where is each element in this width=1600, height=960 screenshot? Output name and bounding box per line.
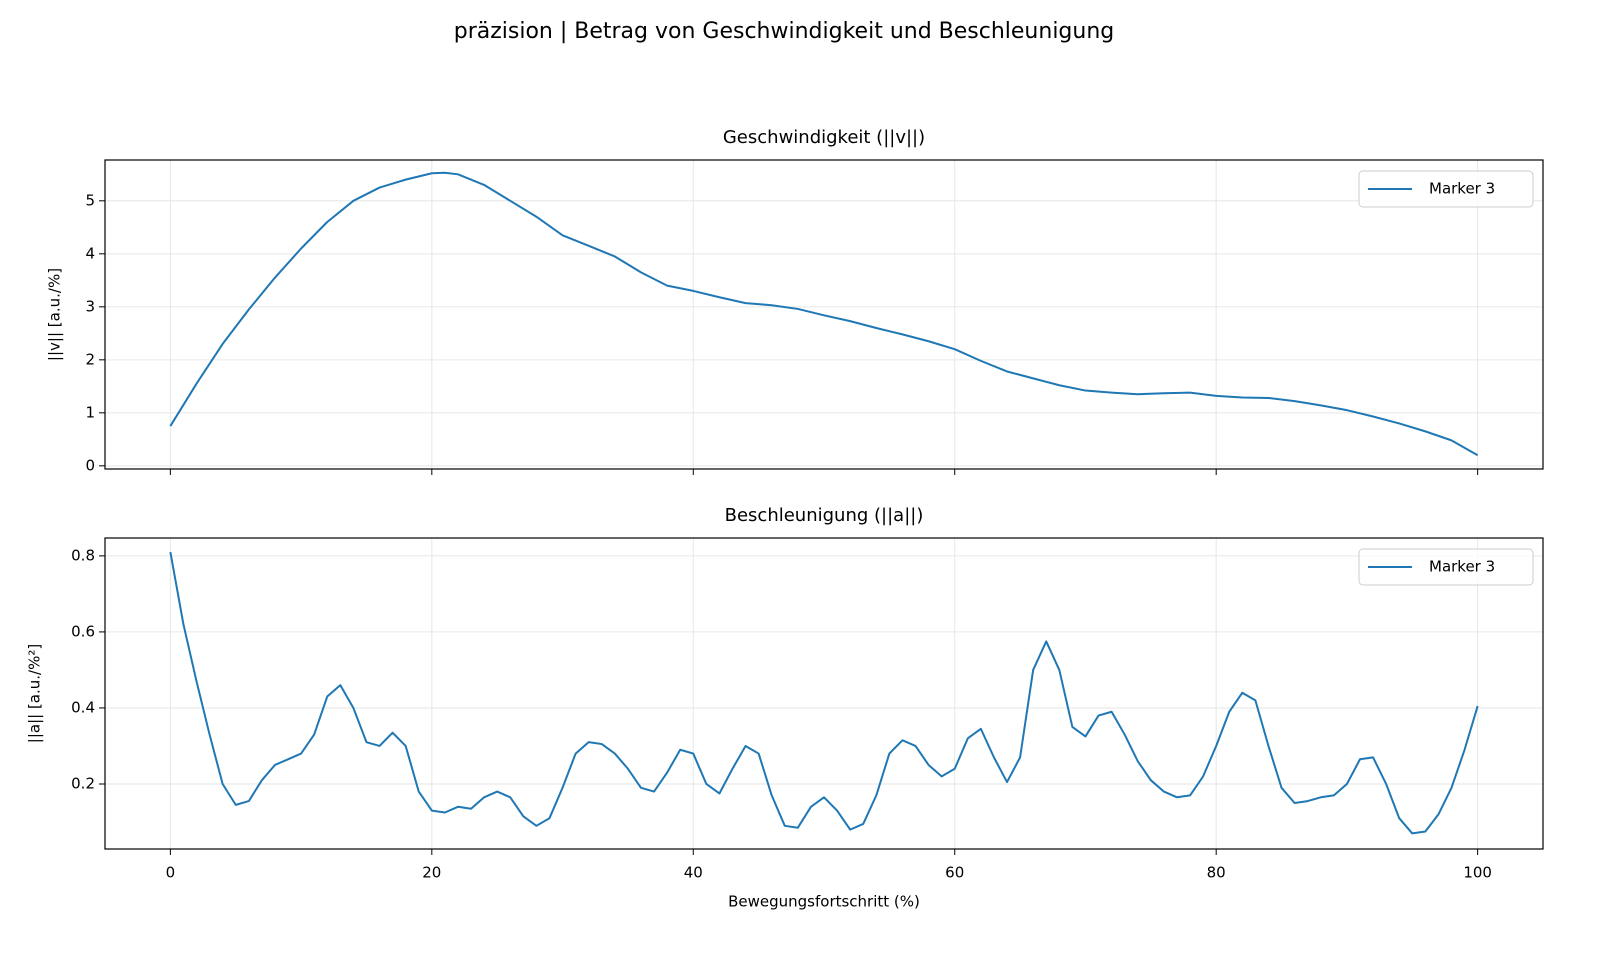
x-tick-label: 100 <box>1463 864 1492 882</box>
data-line <box>169 171 1479 457</box>
subplot-title: Geschwindigkeit (||v||) <box>723 127 925 148</box>
y-tick-label: 1 <box>85 403 95 421</box>
subplot-title: Beschleunigung (||a||) <box>725 505 924 526</box>
y-tick-label: 0.8 <box>71 546 95 564</box>
y-tick-label: 4 <box>85 244 95 262</box>
y-tick-label: 0.4 <box>71 698 95 716</box>
y-axis-label: ||a|| [a.u./%²] <box>26 644 44 743</box>
y-tick-label: 0 <box>85 456 95 474</box>
legend-box <box>1358 548 1534 586</box>
x-tick-label: 80 <box>1207 864 1226 882</box>
x-axis-label: Bewegungsfortschritt (%) <box>728 893 920 911</box>
y-axis-label: ||v|| [a.u./%] <box>46 268 64 361</box>
x-tick-label: 0 <box>166 864 176 882</box>
y-tick-label: 0.2 <box>71 774 95 792</box>
plot-frame <box>104 159 1544 470</box>
data-line <box>169 551 1479 835</box>
legend-label: Marker 3 <box>1429 180 1495 198</box>
x-tick-label: 20 <box>422 864 441 882</box>
y-tick-label: 5 <box>85 191 95 209</box>
y-tick-label: 3 <box>85 297 95 315</box>
y-tick-label: 0.6 <box>71 622 95 640</box>
legend-box <box>1358 170 1534 208</box>
legend-label: Marker 3 <box>1429 558 1495 576</box>
x-tick-label: 60 <box>945 864 964 882</box>
y-tick-label: 2 <box>85 350 95 368</box>
x-tick-label: 40 <box>684 864 703 882</box>
figure-title: präzision | Betrag von Geschwindigkeit u… <box>454 19 1115 44</box>
plot-frame <box>104 537 1544 850</box>
